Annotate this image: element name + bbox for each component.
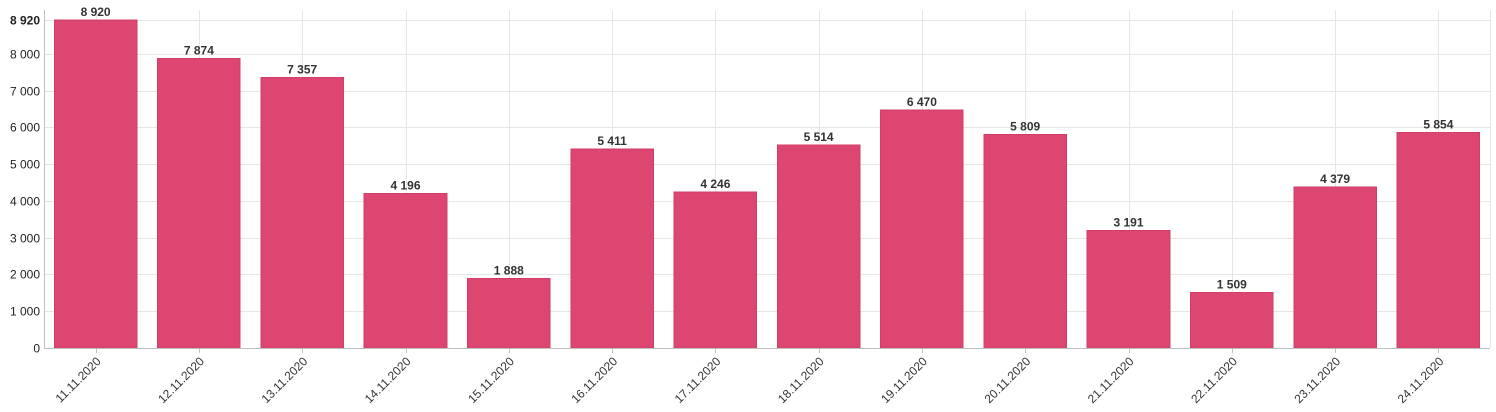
data-label: 5 411 xyxy=(597,134,627,148)
data-label: 5 514 xyxy=(804,130,834,144)
data-label: 1 509 xyxy=(1217,278,1247,292)
y-tick-label: 5 000 xyxy=(10,158,40,172)
data-label: 3 191 xyxy=(1113,216,1143,230)
x-tick-label: 12.11.2020 xyxy=(155,354,207,406)
data-label: 7 357 xyxy=(287,63,317,77)
x-tick-label: 16.11.2020 xyxy=(568,354,620,406)
bar[interactable] xyxy=(570,148,654,349)
x-tick-label: 15.11.2020 xyxy=(465,354,517,406)
data-label: 4 246 xyxy=(700,177,730,191)
bar[interactable] xyxy=(673,191,758,349)
x-tick-label: 13.11.2020 xyxy=(259,354,311,406)
x-tick-label: 14.11.2020 xyxy=(362,354,414,406)
bar[interactable] xyxy=(260,77,344,349)
bar[interactable] xyxy=(1293,186,1377,349)
bar[interactable] xyxy=(467,278,551,349)
y-tick-label: 6 000 xyxy=(10,121,40,135)
y-tick-label: 7 000 xyxy=(10,85,40,99)
x-tick-label: 22.11.2020 xyxy=(1188,354,1240,406)
data-label: 8 920 xyxy=(81,5,111,19)
x-tick-label: 18.11.2020 xyxy=(775,354,827,406)
x-tick-label: 24.11.2020 xyxy=(1395,354,1447,406)
y-tick-label: 8 920 xyxy=(10,14,40,28)
x-tick-label: 20.11.2020 xyxy=(982,354,1034,406)
x-tick-label: 19.11.2020 xyxy=(878,354,930,406)
x-tick-label: 17.11.2020 xyxy=(672,354,724,406)
data-label: 1 888 xyxy=(494,264,524,278)
bars xyxy=(53,19,1481,349)
bar[interactable] xyxy=(1086,230,1171,349)
data-label: 5 854 xyxy=(1423,118,1453,132)
x-tick-label: 11.11.2020 xyxy=(53,354,104,405)
bar[interactable] xyxy=(776,144,861,349)
axes xyxy=(44,10,1490,353)
x-tick-label: 23.11.2020 xyxy=(1291,354,1343,406)
data-label: 4 196 xyxy=(390,179,420,193)
bar[interactable] xyxy=(983,133,1068,349)
y-tick-label: 0 xyxy=(33,342,40,356)
data-label: 5 809 xyxy=(1010,119,1040,133)
bar[interactable] xyxy=(157,58,241,349)
y-tick-label: 8 000 xyxy=(10,48,40,62)
bar[interactable] xyxy=(1190,292,1274,349)
y-tick-label: 1 000 xyxy=(10,305,40,319)
y-tick-label: 3 000 xyxy=(10,232,40,246)
y-tick-label: 2 000 xyxy=(10,268,40,282)
bar[interactable] xyxy=(363,193,448,349)
data-label: 4 379 xyxy=(1320,172,1350,186)
data-label: 7 874 xyxy=(184,44,214,58)
bar[interactable] xyxy=(1396,132,1481,349)
data-label: 6 470 xyxy=(907,95,937,109)
bar[interactable] xyxy=(880,109,964,349)
bar[interactable] xyxy=(53,19,138,349)
y-tick-label: 4 000 xyxy=(10,195,40,209)
x-tick-label: 21.11.2020 xyxy=(1085,354,1137,406)
